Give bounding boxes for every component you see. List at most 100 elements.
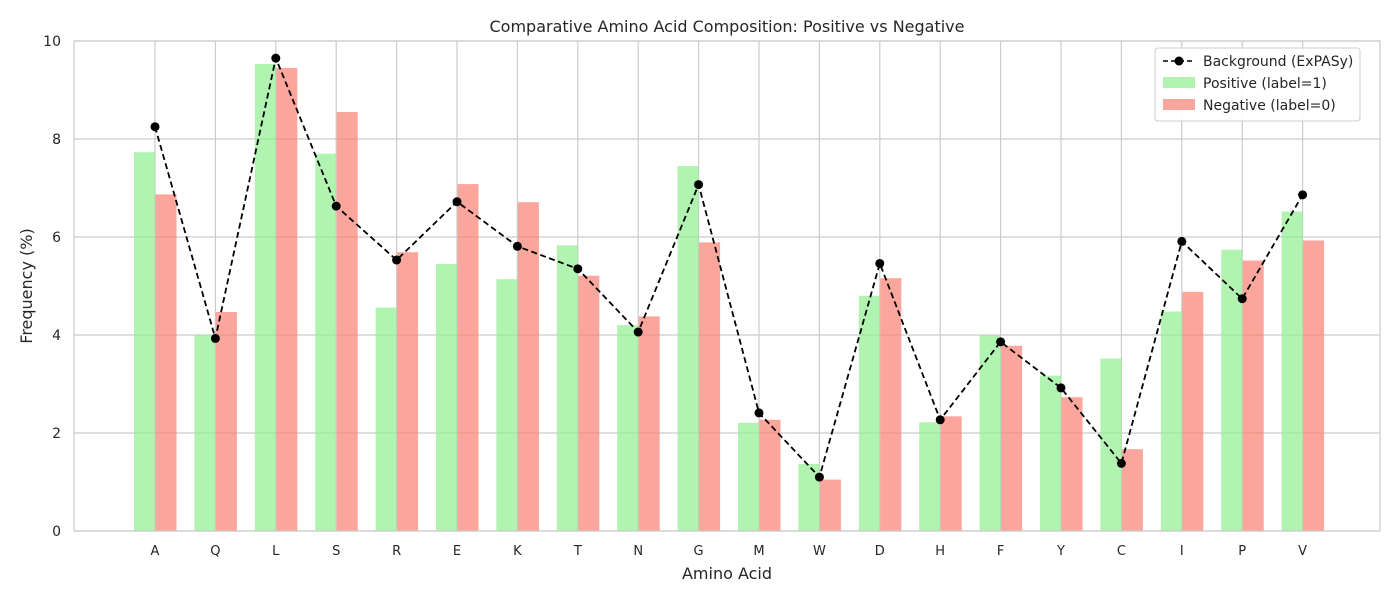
bar-positive <box>254 64 276 531</box>
y-tick-label: 10 <box>43 34 61 50</box>
x-tick-label: G <box>694 544 704 559</box>
bar-negative <box>1242 260 1264 531</box>
background-point <box>1116 458 1126 468</box>
x-axis-label: Amino Acid <box>682 564 772 583</box>
background-point <box>1056 383 1066 393</box>
x-tick-label: S <box>332 544 340 559</box>
x-tick-label: Q <box>210 544 220 559</box>
bars-group <box>134 64 1325 532</box>
y-tick-label: 2 <box>52 426 61 442</box>
background-point <box>331 201 341 211</box>
x-tick-label: F <box>997 544 1004 559</box>
x-tick-label: V <box>1298 544 1307 559</box>
bar-positive <box>1281 211 1303 531</box>
background-point <box>392 255 402 265</box>
background-point <box>452 197 462 207</box>
bar-positive <box>738 422 759 531</box>
bar-negative <box>1182 291 1204 531</box>
x-tick-label: N <box>633 544 643 559</box>
background-line-group <box>150 53 1308 482</box>
legend-label-negative: Negative (label=0) <box>1203 98 1336 114</box>
bar-positive <box>858 295 880 531</box>
background-point <box>1237 294 1247 304</box>
y-tick-label: 8 <box>52 132 61 148</box>
x-tick-label: M <box>753 544 764 559</box>
bar-negative <box>699 242 721 531</box>
legend-marker-swatch <box>1174 56 1184 66</box>
background-point <box>633 327 643 337</box>
plot-frame <box>73 40 1381 532</box>
bar-negative <box>397 252 419 531</box>
y-tick-labels: 0 2 4 6 8 10 <box>43 34 61 540</box>
x-tick-label: L <box>272 544 280 559</box>
legend-label-background: Background (ExPASy) <box>1203 54 1353 70</box>
y-tick-label: 6 <box>52 230 61 246</box>
background-point <box>875 258 885 268</box>
bar-positive <box>194 335 216 531</box>
bar-negative <box>1303 240 1325 531</box>
legend: Background (ExPASy) Positive (label=1) N… <box>1154 47 1361 122</box>
bar-positive <box>677 165 699 531</box>
background-point <box>210 333 220 343</box>
legend-label-positive: Positive (label=1) <box>1203 76 1327 92</box>
bar-positive <box>315 153 337 531</box>
x-tick-label: R <box>392 544 401 559</box>
bar-negative <box>155 194 177 531</box>
y-tick-label: 4 <box>52 328 61 344</box>
bar-positive <box>496 279 518 531</box>
bar-positive <box>1040 375 1061 531</box>
x-tick-label: E <box>453 544 461 559</box>
bar-negative <box>1061 397 1083 531</box>
y-axis-label: Frequency (%) <box>17 228 36 343</box>
bar-positive <box>1160 311 1182 531</box>
x-tick-label: T <box>573 544 582 559</box>
background-point <box>935 415 945 425</box>
bar-negative <box>215 311 237 531</box>
bar-positive <box>1100 358 1122 531</box>
bar-negative <box>940 416 962 531</box>
legend-swatch-negative <box>1163 99 1195 110</box>
background-point <box>573 264 583 274</box>
y-tick-label: 0 <box>52 524 61 540</box>
background-point <box>150 122 160 132</box>
bar-negative <box>457 184 479 531</box>
bar-positive <box>1221 249 1243 532</box>
bar-positive <box>375 307 397 531</box>
bar-negative <box>638 316 660 531</box>
x-tick-label: Y <box>1056 544 1065 559</box>
bar-negative <box>880 278 902 531</box>
bar-negative <box>819 479 841 531</box>
background-point <box>1177 236 1187 246</box>
x-tick-label: C <box>1117 544 1126 559</box>
x-tick-label: D <box>875 544 885 559</box>
chart-title: Comparative Amino Acid Composition: Posi… <box>489 17 964 36</box>
bar-positive <box>798 463 820 531</box>
bar-negative <box>759 419 781 531</box>
background-point <box>1298 190 1308 200</box>
bar-positive <box>919 422 941 531</box>
x-tick-label: I <box>1180 544 1184 559</box>
x-tick-label: H <box>935 544 945 559</box>
bar-negative <box>517 202 539 531</box>
background-point <box>754 408 764 418</box>
bar-negative <box>276 67 298 531</box>
bar-positive <box>436 263 457 531</box>
bar-negative <box>1001 345 1023 531</box>
x-tick-label: K <box>513 544 522 559</box>
bar-negative <box>578 275 600 531</box>
legend-swatch-positive <box>1163 77 1195 88</box>
bar-positive <box>134 152 155 532</box>
legend-frame <box>1154 47 1361 122</box>
bar-positive <box>979 335 1001 531</box>
background-point <box>694 180 704 190</box>
x-tick-label: P <box>1238 544 1246 559</box>
x-tick-label: A <box>151 544 160 559</box>
bar-negative <box>336 112 358 532</box>
background-point <box>512 241 522 251</box>
background-point <box>814 472 824 482</box>
background-point <box>271 53 281 63</box>
bar-positive <box>617 325 639 531</box>
